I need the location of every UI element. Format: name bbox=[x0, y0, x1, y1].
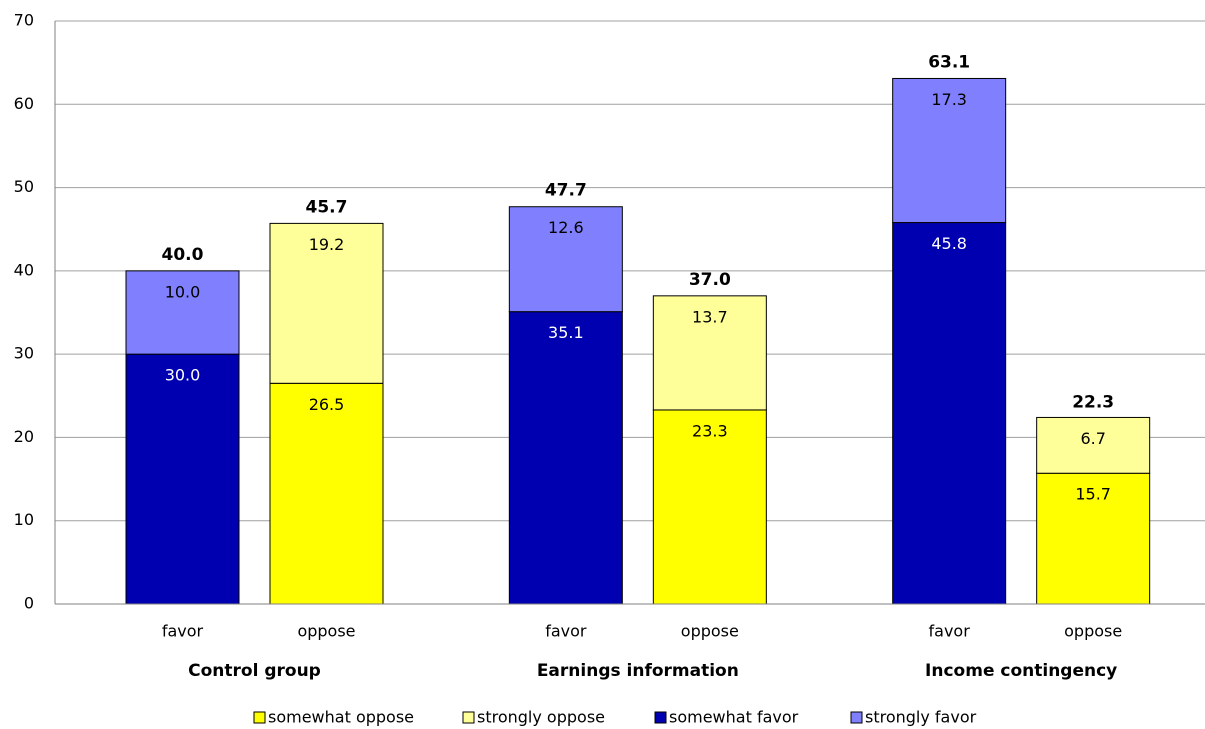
bar-segment bbox=[508, 311, 623, 605]
group-label: Earnings information bbox=[537, 661, 739, 681]
legend-label: somewhat oppose bbox=[268, 708, 414, 727]
bar-segment bbox=[125, 270, 240, 355]
y-tick-label: 10 bbox=[14, 510, 34, 529]
total-label: 45.7 bbox=[306, 197, 348, 217]
segment-label: 12.6 bbox=[548, 218, 584, 237]
legend-label: strongly oppose bbox=[477, 708, 605, 727]
segment-label: 26.5 bbox=[309, 395, 345, 414]
x-tick-label: oppose bbox=[297, 622, 355, 641]
segment-label: 15.7 bbox=[1075, 485, 1111, 504]
total-label: 47.7 bbox=[545, 181, 587, 201]
segment-label: 13.7 bbox=[692, 307, 728, 326]
x-tick-label: favor bbox=[929, 622, 971, 641]
segment-label: 35.1 bbox=[548, 323, 584, 342]
y-tick-label: 40 bbox=[14, 260, 34, 279]
segment-label: 23.3 bbox=[692, 421, 728, 440]
segment-label: 6.7 bbox=[1080, 429, 1105, 448]
segment-label: 17.3 bbox=[931, 90, 967, 109]
total-label: 40.0 bbox=[162, 245, 204, 265]
y-tick-label: 20 bbox=[14, 427, 34, 446]
legend-swatch bbox=[850, 711, 863, 724]
y-tick-label: 0 bbox=[24, 594, 34, 613]
bar-segment bbox=[269, 382, 384, 605]
x-tick-label: oppose bbox=[1064, 622, 1122, 641]
legend-swatch bbox=[253, 711, 266, 724]
segment-label: 19.2 bbox=[309, 235, 345, 254]
bar-segment bbox=[1036, 416, 1151, 474]
x-tick-label: oppose bbox=[681, 622, 739, 641]
total-label: 37.0 bbox=[689, 270, 731, 290]
total-label: 63.1 bbox=[928, 52, 970, 72]
legend-label: somewhat favor bbox=[669, 708, 799, 727]
group-label: Control group bbox=[188, 661, 321, 681]
x-tick-label: favor bbox=[545, 622, 587, 641]
bar-segment bbox=[269, 222, 384, 384]
y-tick-label: 70 bbox=[14, 11, 34, 30]
y-tick-label: 60 bbox=[14, 94, 34, 113]
legend-swatch bbox=[462, 711, 475, 724]
segment-label: 10.0 bbox=[165, 282, 201, 301]
x-tick-label: favor bbox=[162, 622, 204, 641]
segment-label: 45.8 bbox=[931, 234, 967, 253]
bar-segment bbox=[652, 295, 767, 411]
y-tick-label: 30 bbox=[14, 344, 34, 363]
bar-segment bbox=[125, 353, 240, 605]
legend-swatch bbox=[654, 711, 667, 724]
group-label: Income contingency bbox=[925, 661, 1117, 681]
bar-segment bbox=[892, 222, 1007, 605]
total-label: 22.3 bbox=[1072, 392, 1114, 412]
legend-label: strongly favor bbox=[865, 708, 977, 727]
bar-segment bbox=[508, 206, 623, 313]
bar-segment bbox=[892, 77, 1007, 224]
segment-label: 30.0 bbox=[165, 366, 201, 385]
y-tick-label: 50 bbox=[14, 177, 34, 196]
